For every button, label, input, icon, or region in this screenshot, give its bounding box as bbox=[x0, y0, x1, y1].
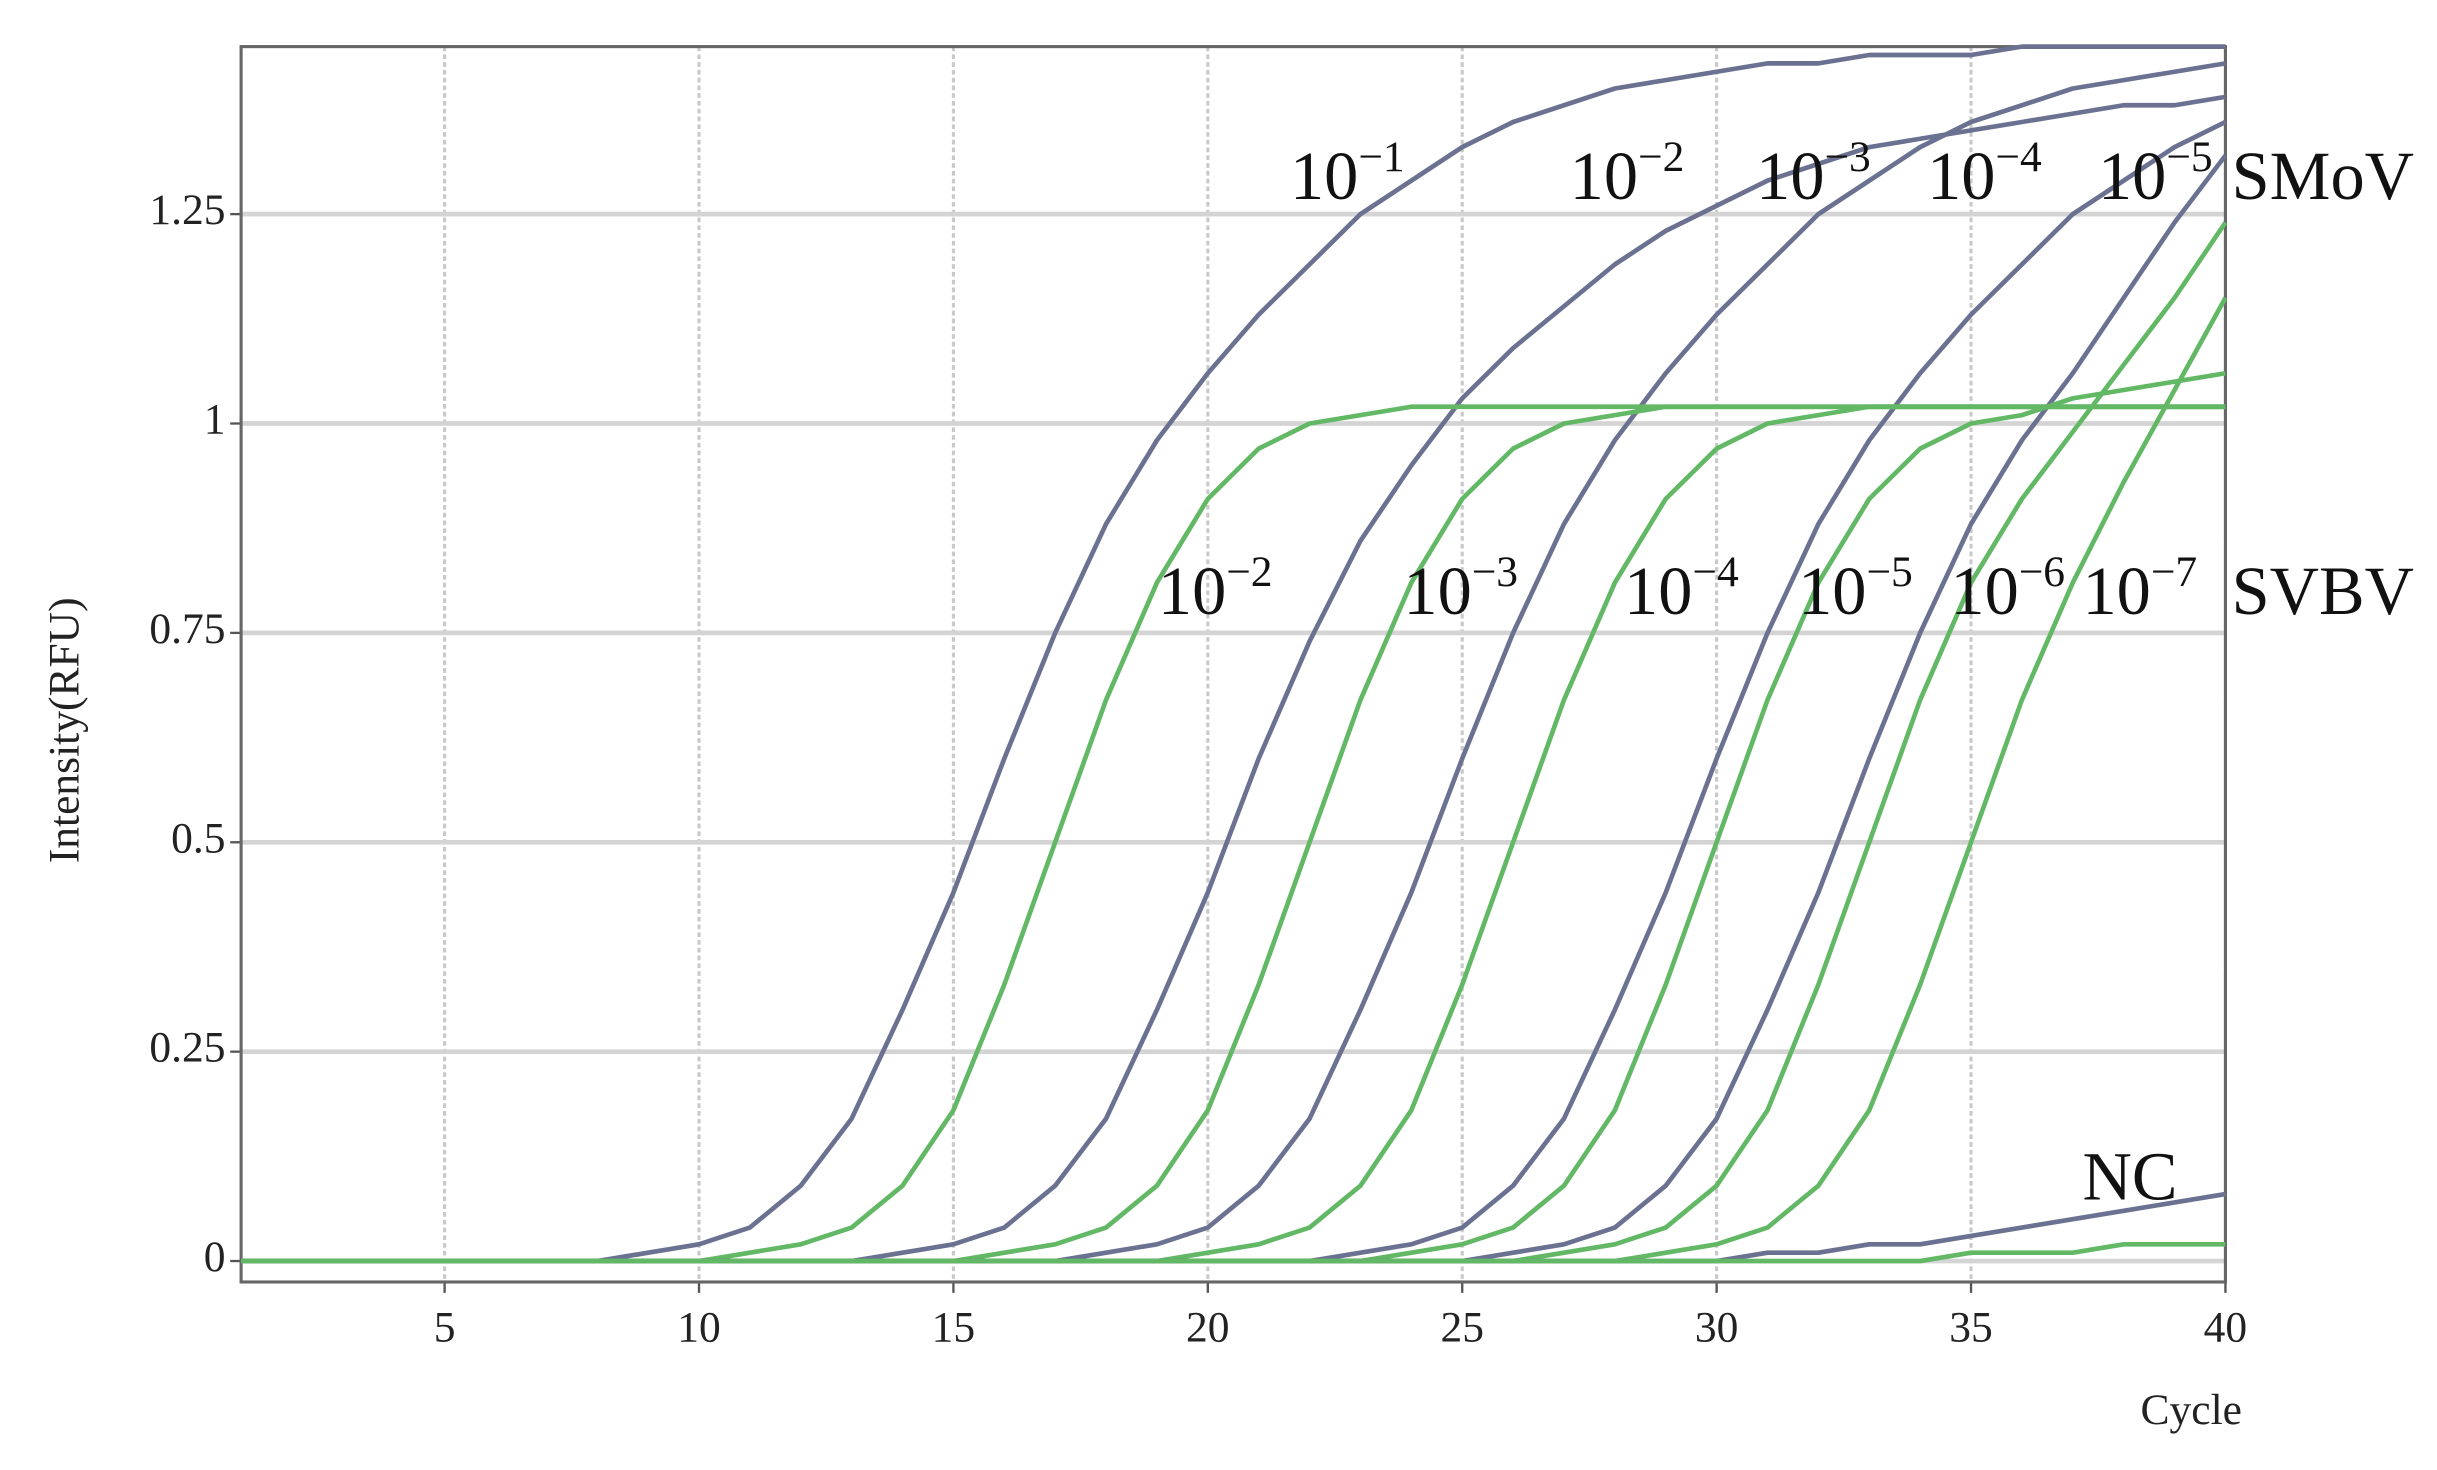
label-base: 10 bbox=[1624, 553, 1692, 629]
curve-label: 10−6 bbox=[1950, 548, 2065, 629]
label-base: 10 bbox=[1950, 553, 2018, 629]
y-axis-title: Intensity(RFU) bbox=[41, 597, 89, 863]
curve-label: 10−3 bbox=[1756, 133, 1871, 214]
x-tick-label: 30 bbox=[1695, 1304, 1739, 1352]
curve-label: 10−4 bbox=[1927, 133, 2042, 214]
label-exponent: −6 bbox=[2019, 548, 2065, 596]
y-tick-label: 1 bbox=[204, 395, 226, 443]
label-exponent: −4 bbox=[1995, 133, 2042, 181]
x-tick-label: 25 bbox=[1440, 1304, 1484, 1352]
curve-label: 10−1 bbox=[1290, 133, 1405, 214]
y-tick-label: 0.75 bbox=[149, 605, 225, 653]
x-tick-label: 40 bbox=[2204, 1304, 2248, 1352]
label-base: 10 bbox=[2082, 553, 2150, 629]
x-axis-title: Cycle bbox=[2141, 1386, 2242, 1434]
label-base: 10 bbox=[1290, 138, 1358, 214]
curve-label: 10−2 bbox=[1158, 548, 1273, 629]
curve bbox=[241, 1241, 2226, 1264]
label-exponent: −3 bbox=[1472, 548, 1518, 596]
label-base: 10 bbox=[1403, 553, 1471, 629]
y-tick-label: 0 bbox=[204, 1233, 226, 1281]
x-tick-label: 20 bbox=[1186, 1304, 1230, 1352]
curve-label: 10−5 bbox=[1798, 548, 1913, 629]
curve-label: 10−4 bbox=[1624, 548, 1739, 629]
label-exponent: −2 bbox=[1226, 548, 1272, 596]
group-label: NC bbox=[2082, 1139, 2177, 1215]
group-label: SVBV bbox=[2232, 553, 2414, 629]
curve-label: 10−3 bbox=[1403, 548, 1518, 629]
y-tick-label: 1.25 bbox=[149, 186, 225, 234]
label-exponent: −7 bbox=[2151, 548, 2197, 596]
label-exponent: −5 bbox=[2166, 133, 2212, 181]
curve-label: 10−2 bbox=[1570, 133, 1685, 214]
x-tick-label: 10 bbox=[677, 1304, 720, 1352]
label-exponent: −2 bbox=[1638, 133, 1684, 181]
x-tick-label: 5 bbox=[434, 1304, 456, 1352]
label-exponent: −4 bbox=[1692, 548, 1739, 596]
label-base: 10 bbox=[2098, 138, 2166, 214]
label-base: 10 bbox=[1756, 138, 1824, 214]
label-base: 10 bbox=[1927, 138, 1995, 214]
y-tick-label: 0.5 bbox=[171, 814, 225, 862]
x-tick-label: 35 bbox=[1949, 1304, 1993, 1352]
plot-frame bbox=[239, 45, 2227, 1284]
label-base: 10 bbox=[1570, 138, 1638, 214]
label-base: 10 bbox=[1798, 553, 1866, 629]
label-exponent: −3 bbox=[1825, 133, 1871, 181]
curve-label: 10−7 bbox=[2082, 548, 2197, 629]
x-tick-label: 15 bbox=[932, 1304, 976, 1352]
label-base: 10 bbox=[1158, 553, 1226, 629]
group-label: SMoV bbox=[2232, 138, 2414, 214]
label-exponent: −1 bbox=[1358, 133, 1404, 181]
curve-label: 10−5 bbox=[2098, 133, 2213, 214]
y-tick-label: 0.25 bbox=[149, 1024, 225, 1072]
label-exponent: −5 bbox=[1866, 548, 1912, 596]
